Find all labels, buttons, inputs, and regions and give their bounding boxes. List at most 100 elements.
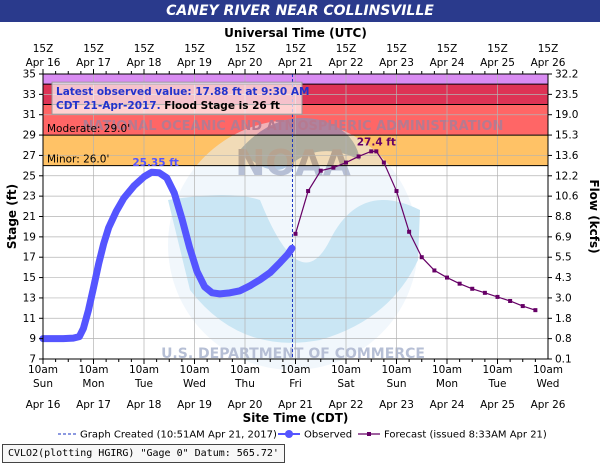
x-tick-time: 10am (533, 364, 563, 376)
y-tick-label: 35 (23, 69, 36, 81)
y2-tick-label: 13.6 (555, 150, 579, 162)
y-tick-label: 29 (23, 130, 36, 142)
forecast-point (432, 268, 437, 273)
forecast-point (293, 231, 298, 236)
x-tick-date: Apr 26 (531, 399, 566, 411)
x-tick-weekday: Sun (33, 378, 53, 390)
x-tick-time: 10am (482, 364, 512, 376)
x-tick-time: 10am (28, 364, 58, 376)
forecast-peak-label: 27.4 ft (357, 136, 396, 148)
forecast-point (331, 165, 336, 170)
x-tick-weekday: Fri (289, 378, 302, 390)
observed-peak-label: 25.35 ft (132, 157, 178, 169)
forecast-point (482, 290, 487, 295)
forecast-point (419, 255, 424, 260)
x-tick-date: Apr 20 (228, 399, 263, 411)
x-tick-time: 10am (129, 364, 159, 376)
y2-tick-label: 23.5 (555, 89, 578, 101)
y-tick-label: 7 (29, 354, 36, 366)
top-tick-date: Apr 24 (430, 57, 465, 69)
noaa-logo-wave (168, 195, 420, 343)
y-tick-label: 13 (23, 292, 36, 304)
observed-line (39, 168, 296, 343)
forecast-points (293, 149, 538, 313)
legend-forecast-marker (367, 432, 371, 436)
y-axis-title: Stage (ft) (5, 184, 19, 249)
forecast-point (306, 189, 311, 194)
top-tick-utc: 15Z (487, 43, 508, 55)
forecast-point (356, 154, 361, 159)
x-tick-weekday: Wed (183, 378, 206, 390)
x-tick-time: 10am (331, 364, 361, 376)
legend-observed-label: Observed (304, 430, 352, 441)
x-tick-time: 10am (78, 364, 108, 376)
forecast-point (381, 160, 386, 165)
y-tick-label: 9 (29, 333, 36, 345)
top-tick-date: Apr 19 (177, 57, 212, 69)
watermark-text-top: NATIONAL OCEANIC AND ATMOSPHERIC ADMINIS… (83, 119, 504, 134)
top-tick-date: Apr 26 (531, 57, 566, 69)
y-tick-label: 15 (23, 272, 36, 284)
y-tick-label: 23 (23, 191, 36, 203)
top-tick-date: Apr 25 (480, 57, 515, 69)
forecast-point (495, 294, 500, 299)
top-tick-utc: 15Z (235, 43, 256, 55)
top-tick-utc: 15Z (437, 43, 458, 55)
datum-footer: CVLO2(plotting HGIRG) "Gage 0" Datum: 56… (2, 444, 285, 463)
y-tick-label: 31 (23, 109, 36, 121)
top-tick-date: Apr 22 (329, 57, 364, 69)
x-tick-weekday: Sat (337, 378, 354, 390)
top-tick-utc: 15Z (33, 43, 54, 55)
y2-tick-label: 19.0 (555, 109, 578, 121)
forecast-point (520, 304, 525, 309)
watermark-text-bottom: U.S. DEPARTMENT OF COMMERCE (161, 346, 425, 362)
y2-axis-title: Flow (kcfs) (587, 179, 600, 253)
y-tick-label: 25 (23, 170, 36, 182)
y-tick-label: 17 (23, 252, 36, 264)
y2-tick-label: 6.9 (555, 231, 572, 243)
legend-created-label: Graph Created (10:51AM Apr 21, 2017) (80, 430, 277, 441)
forecast-point (369, 149, 374, 154)
x-tick-time: 10am (230, 364, 260, 376)
legend-observed-marker (285, 430, 293, 438)
y2-tick-label: 5.5 (555, 252, 572, 264)
peak-labels: 25.35 ft 27.4 ft (132, 136, 396, 169)
y-tick-label: 27 (23, 150, 36, 162)
x-tick-date: Apr 25 (480, 399, 515, 411)
y-tick-label: 19 (23, 231, 36, 243)
x-tick-date: Apr 24 (430, 399, 465, 411)
top-tick-utc: 15Z (83, 43, 104, 55)
forecast-point (374, 149, 379, 154)
y2-tick-label: 4.3 (555, 272, 572, 284)
top-tick-utc: 15Z (386, 43, 407, 55)
forecast-point (508, 298, 513, 303)
x-tick-date: Apr 22 (329, 399, 364, 411)
x-tick-date: Apr 18 (127, 399, 162, 411)
x-tick-time: 10am (432, 364, 462, 376)
x-tick-date: Apr 23 (379, 399, 414, 411)
top-tick-date: Apr 18 (127, 57, 162, 69)
y2-tick-label: 32.2 (555, 69, 578, 81)
x-tick-weekday: Mon (82, 378, 104, 390)
top-tick-date: Apr 16 (26, 57, 61, 69)
y2-tick-label: 3.0 (555, 292, 572, 304)
y-tick-label: 21 (23, 211, 36, 223)
forecast-point (394, 189, 399, 194)
annotation-line-2: CDT 21-Apr-2017. Flood Stage is 26 ft (56, 100, 280, 112)
x-tick-time: 10am (381, 364, 411, 376)
annotation-flood-stage: Flood Stage is 26 ft (161, 100, 280, 112)
top-tick-date: Apr 20 (228, 57, 263, 69)
chart-legend: Graph Created (10:51AM Apr 21, 2017) Obse… (58, 430, 547, 441)
y2-tick-label: 15.3 (555, 130, 578, 142)
x-tick-weekday: Mon (436, 378, 458, 390)
annotation-date: CDT 21-Apr-2017. (56, 100, 161, 112)
forecast-point (457, 281, 462, 286)
y2-tick-label: 0.8 (555, 333, 572, 345)
x-tick-weekday: Wed (537, 378, 560, 390)
top-tick-utc: 15Z (184, 43, 205, 55)
y2-tick-label: 0.1 (555, 354, 572, 366)
x-tick-time: 10am (280, 364, 310, 376)
y-tick-label: 33 (23, 89, 36, 101)
top-tick-date: Apr 17 (76, 57, 111, 69)
